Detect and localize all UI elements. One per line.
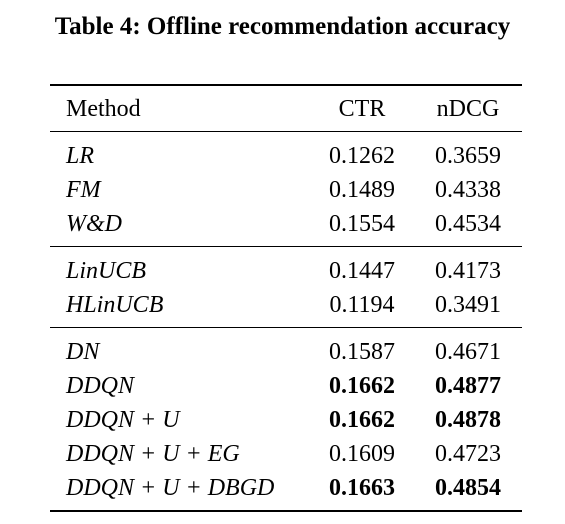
header-ndcg: nDCG bbox=[436, 96, 500, 122]
row-ctr: 0.1609 bbox=[329, 441, 395, 467]
row-ctr: 0.1194 bbox=[329, 292, 395, 318]
row-ndcg: 0.3491 bbox=[435, 292, 501, 318]
table-caption: Table 4: Offline recommendation accuracy bbox=[54, 13, 511, 40]
row-method: DN bbox=[66, 339, 100, 365]
row-ndcg: 0.4723 bbox=[435, 441, 501, 467]
row-method: DDQN + U + DBGD bbox=[66, 475, 275, 501]
row-ctr: 0.1447 bbox=[329, 258, 395, 284]
group-rule bbox=[50, 327, 522, 328]
row-ctr: 0.1662 bbox=[329, 373, 395, 399]
row-ndcg: 0.4854 bbox=[435, 475, 501, 501]
header-rule bbox=[50, 131, 522, 132]
top-rule bbox=[50, 84, 522, 86]
row-ndcg: 0.4173 bbox=[435, 258, 501, 284]
row-ndcg: 0.4338 bbox=[435, 177, 501, 203]
header-method: Method bbox=[66, 96, 141, 122]
bottom-rule bbox=[50, 510, 522, 512]
row-ndcg: 0.4878 bbox=[435, 407, 501, 433]
row-ndcg: 0.3659 bbox=[435, 143, 501, 169]
header-ctr: CTR bbox=[338, 96, 386, 122]
group-rule bbox=[50, 246, 522, 247]
row-method: DDQN bbox=[66, 373, 135, 399]
row-method: LR bbox=[66, 143, 95, 169]
row-method: FM bbox=[66, 177, 101, 203]
row-method: DDQN + U bbox=[66, 407, 180, 433]
row-method: HLinUCB bbox=[66, 292, 164, 318]
row-method: DDQN + U + EG bbox=[66, 441, 240, 467]
row-ctr: 0.1587 bbox=[329, 339, 395, 365]
row-ctr: 0.1663 bbox=[329, 475, 395, 501]
row-ctr: 0.1662 bbox=[329, 407, 395, 433]
row-ctr: 0.1554 bbox=[329, 211, 395, 237]
row-ndcg: 0.4534 bbox=[435, 211, 501, 237]
row-ctr: 0.1489 bbox=[329, 177, 395, 203]
row-method: W&D bbox=[66, 211, 122, 237]
row-method: LinUCB bbox=[66, 258, 147, 284]
row-ndcg: 0.4671 bbox=[435, 339, 501, 365]
row-ctr: 0.1262 bbox=[329, 143, 395, 169]
row-ndcg: 0.4877 bbox=[435, 373, 501, 399]
